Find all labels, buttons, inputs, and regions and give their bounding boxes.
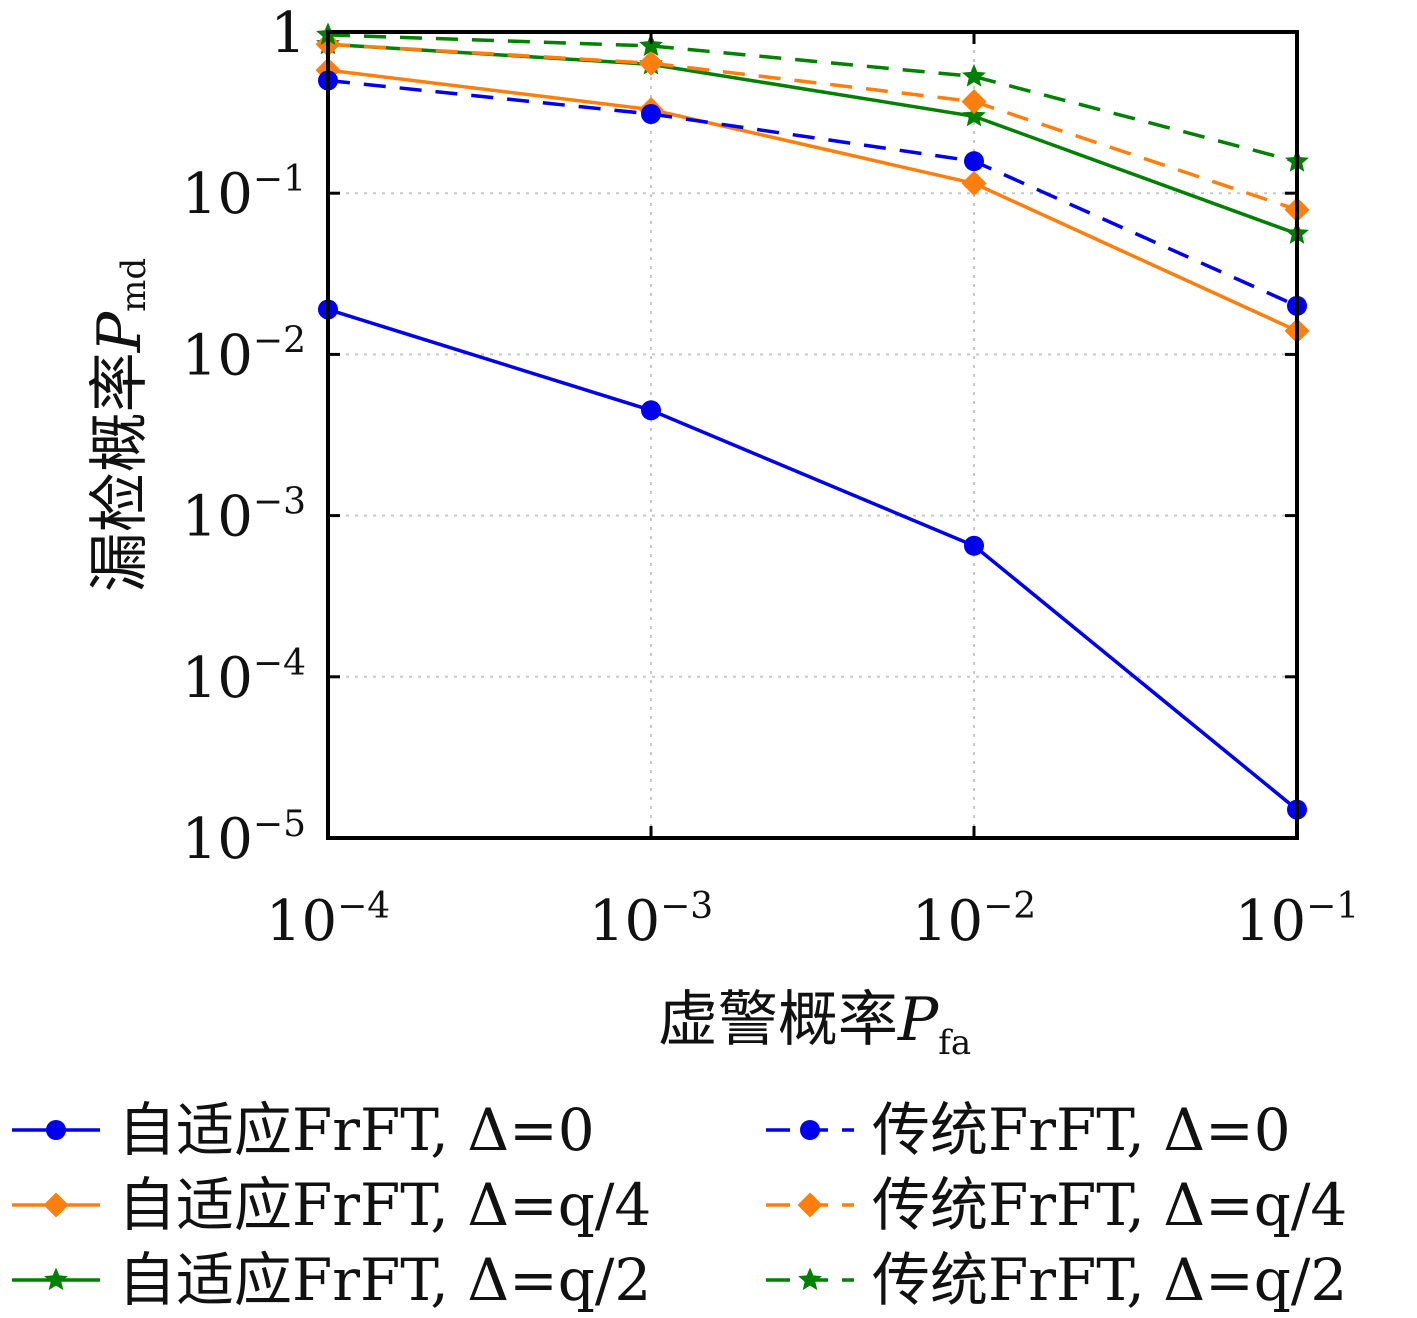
y-tick-label: 10−5 xyxy=(182,804,306,872)
legend-label: 自适应FrFT, Δ=q/2 xyxy=(118,1246,651,1314)
y-tick-label: 10−4 xyxy=(182,643,306,711)
legend-label: 传统FrFT, Δ=q/2 xyxy=(872,1246,1347,1314)
x-axis-title: 虚警概率Pfa xyxy=(658,985,971,1063)
data-point xyxy=(964,535,984,556)
legend-label: 自适应FrFT, Δ=q/4 xyxy=(118,1171,651,1239)
legend-entry: 传统FrFT, Δ=q/4 xyxy=(766,1171,1347,1239)
legend-marker xyxy=(44,1267,68,1291)
y-axis-title-text: 漏检概率 xyxy=(85,352,155,592)
series-6 xyxy=(316,22,1309,172)
series-line xyxy=(327,33,1298,164)
data-point xyxy=(961,89,987,115)
y-tick-label: 10−3 xyxy=(182,482,306,550)
plot-series xyxy=(315,22,1310,820)
x-axis-title-symbol: P xyxy=(897,985,940,1055)
data-point xyxy=(641,103,661,124)
x-tick-label: 10−3 xyxy=(589,886,713,954)
y-axis-title: 漏检概率Pmd xyxy=(85,258,155,592)
series-line xyxy=(327,42,1298,212)
series-line xyxy=(327,78,1298,308)
y-axis-title-subscript: md xyxy=(114,258,154,312)
legend-label: 传统FrFT, Δ=q/4 xyxy=(872,1171,1347,1239)
series-1 xyxy=(318,299,1307,820)
x-tick-label: 10−1 xyxy=(1235,886,1359,954)
x-axis-title-subscript: fa xyxy=(938,1023,971,1063)
legend-marker xyxy=(46,1120,66,1140)
data-point xyxy=(638,50,664,76)
legend-entry: 自适应FrFT, Δ=0 xyxy=(12,1096,595,1164)
legend-marker xyxy=(797,1192,823,1218)
data-point xyxy=(962,63,986,87)
legend-marker xyxy=(798,1267,822,1291)
y-tick-label: 1 xyxy=(270,1,306,66)
y-tick-label: 10−2 xyxy=(182,320,306,388)
x-tick-label: 10−2 xyxy=(912,886,1036,954)
y-axis-title-symbol: P xyxy=(85,310,155,353)
x-tick-label: 10−4 xyxy=(266,886,390,954)
legend: 自适应FrFT, Δ=0 自适应FrFT, Δ=q/4 自适应FrFT, Δ=q/2… xyxy=(12,1096,1347,1314)
axis-ticks: 10−4 10−3 10−2 10−1 1 10−1 10−2 10−3 10−4 10−5 xyxy=(182,1,1360,954)
grid-lines xyxy=(328,32,1297,838)
data-point xyxy=(639,33,663,56)
legend-entry: 传统FrFT, Δ=0 xyxy=(766,1096,1291,1164)
data-point xyxy=(964,151,984,172)
data-point xyxy=(641,400,661,421)
legend-entry: 自适应FrFT, Δ=q/4 xyxy=(12,1171,651,1239)
legend-label: 自适应FrFT, Δ=0 xyxy=(118,1096,595,1164)
legend-label: 传统FrFT, Δ=0 xyxy=(872,1096,1291,1164)
x-axis-title-text: 虚警概率 xyxy=(658,985,898,1055)
legend-marker xyxy=(43,1192,69,1218)
legend-entry: 传统FrFT, Δ=q/2 xyxy=(766,1246,1347,1314)
y-tick-label: 10−1 xyxy=(182,159,306,227)
data-point xyxy=(961,170,987,196)
data-point xyxy=(962,103,986,127)
series-line xyxy=(327,68,1298,333)
legend-entry: 自适应FrFT, Δ=q/2 xyxy=(12,1246,651,1314)
plot-frame xyxy=(326,30,1299,840)
series-line xyxy=(327,307,1299,811)
series-2 xyxy=(315,57,1310,344)
legend-marker xyxy=(800,1120,820,1140)
